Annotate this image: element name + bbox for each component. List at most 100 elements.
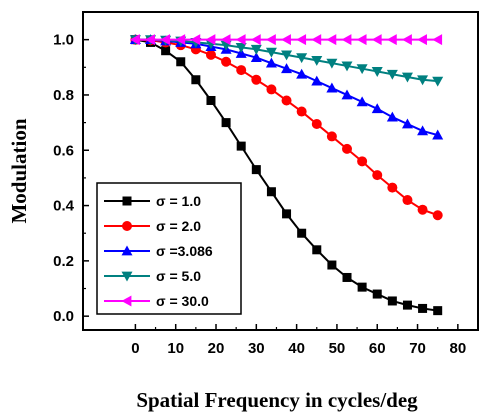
- data-point: [417, 34, 427, 46]
- data-point: [386, 34, 397, 46]
- x-tick-label: 50: [329, 340, 346, 357]
- plot-frame: [82, 11, 479, 331]
- data-point: [342, 143, 353, 154]
- data-point: [311, 34, 322, 46]
- y-tick-label: 1.0: [53, 32, 74, 49]
- data-point: [266, 84, 277, 95]
- data-point: [220, 34, 231, 46]
- data-point: [296, 34, 307, 46]
- data-point: [417, 75, 429, 86]
- data-point: [372, 289, 382, 299]
- data-point: [296, 106, 307, 117]
- data-point: [251, 74, 262, 85]
- data-point: [417, 125, 429, 136]
- data-point: [417, 204, 428, 215]
- legend-item: σ = 30.0: [104, 293, 209, 309]
- data-point: [386, 111, 398, 122]
- legend-item: σ = 5.0: [104, 268, 201, 284]
- data-point: [326, 82, 338, 93]
- legend-label: σ =3.086: [156, 243, 213, 259]
- data-point: [122, 196, 132, 206]
- data-point: [161, 46, 171, 56]
- data-point: [266, 187, 276, 197]
- data-point: [312, 245, 322, 255]
- data-point: [121, 295, 132, 307]
- data-point: [160, 34, 171, 46]
- y-axis-title: Modulation: [7, 118, 31, 223]
- data-point: [401, 118, 413, 129]
- data-point: [387, 182, 398, 193]
- data-point: [326, 131, 337, 142]
- data-point: [432, 129, 444, 140]
- data-point: [402, 300, 412, 310]
- x-tick-label: 30: [248, 340, 265, 357]
- data-point: [250, 44, 262, 55]
- data-point: [205, 34, 216, 46]
- data-point: [341, 61, 353, 72]
- data-point: [342, 272, 352, 282]
- data-point: [296, 53, 308, 64]
- data-point: [432, 210, 443, 221]
- data-point: [175, 34, 186, 46]
- legend-item: σ = 1.0: [104, 193, 201, 209]
- data-point: [121, 245, 133, 256]
- data-point: [235, 34, 246, 46]
- legend-label: σ = 30.0: [156, 293, 209, 309]
- data-point: [327, 260, 337, 270]
- data-point: [401, 34, 412, 46]
- series-3: [129, 34, 444, 140]
- y-tick-label: 0.2: [53, 253, 74, 270]
- legend: σ = 1.0 σ = 2.0 σ =3.086 σ = 5.0 σ = 30.0: [96, 182, 242, 315]
- data-point: [221, 56, 232, 67]
- data-point: [401, 72, 413, 83]
- data-point: [371, 67, 383, 77]
- data-point: [371, 103, 383, 114]
- data-point: [372, 170, 383, 181]
- data-point: [341, 89, 353, 100]
- y-tick-label: 0.0: [53, 308, 74, 325]
- data-point: [386, 69, 398, 80]
- data-point: [326, 34, 337, 46]
- x-tick-label: 0: [131, 340, 139, 357]
- data-point: [122, 221, 132, 231]
- data-point: [418, 303, 428, 313]
- x-tick-label: 70: [409, 340, 426, 357]
- series-layer: [129, 34, 444, 316]
- data-point: [281, 63, 293, 74]
- data-point: [236, 141, 246, 151]
- x-tick-label: 60: [369, 340, 386, 357]
- data-point: [297, 228, 307, 238]
- data-point: [235, 42, 247, 53]
- y-tick-label: 0.8: [53, 87, 74, 104]
- data-point: [265, 57, 277, 68]
- data-point: [221, 118, 231, 128]
- data-point: [251, 165, 261, 175]
- data-point: [433, 306, 443, 316]
- legend-item: σ =3.086: [104, 243, 213, 259]
- data-point: [311, 75, 323, 86]
- series-5: [129, 34, 443, 46]
- x-tick-label: 20: [208, 340, 225, 357]
- data-point: [205, 49, 216, 60]
- y-tick-label: 0.6: [53, 142, 74, 159]
- data-point: [190, 34, 201, 46]
- y-tick-label: 0.4: [53, 198, 75, 215]
- data-point: [402, 195, 413, 206]
- data-point: [250, 52, 262, 63]
- legend-label: σ = 2.0: [156, 218, 201, 234]
- x-tick-label: 40: [288, 340, 305, 357]
- data-point: [371, 34, 382, 46]
- legend-label: σ = 1.0: [156, 193, 201, 209]
- data-point: [265, 34, 276, 46]
- data-point: [281, 50, 293, 61]
- data-point: [356, 96, 368, 107]
- data-point: [282, 209, 292, 219]
- data-point: [432, 34, 443, 46]
- x-tick-label: 80: [450, 340, 467, 357]
- data-point: [357, 156, 368, 167]
- data-point: [356, 64, 368, 75]
- data-point: [432, 76, 444, 87]
- legend-box: [96, 182, 242, 315]
- data-point: [311, 55, 323, 66]
